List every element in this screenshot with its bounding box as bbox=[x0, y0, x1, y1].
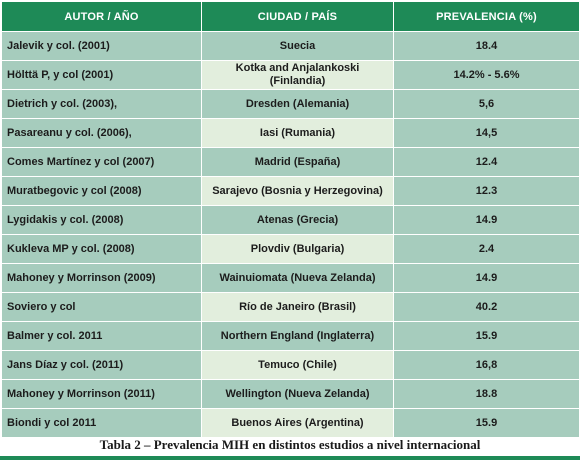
table-row: Mahoney y Morrinson (2009) Wainuiomata (N… bbox=[1, 263, 580, 293]
bottom-accent-bar bbox=[0, 456, 580, 460]
header-city: CIUDAD / PAÍS bbox=[201, 1, 394, 32]
prevalence-cell: 15.9 bbox=[393, 408, 580, 438]
city-cell: Northern England (Inglaterra) bbox=[201, 321, 394, 351]
table-row: Balmer y col. 2011 Northern England (Ingl… bbox=[1, 321, 580, 351]
prevalence-cell: 14.9 bbox=[393, 205, 580, 235]
header-prevalence: PREVALENCIA (%) bbox=[393, 1, 580, 32]
author-cell: Kukleva MP y col. (2008) bbox=[1, 234, 202, 264]
table-row: Dietrich y col. (2003), Dresden (Alemania… bbox=[1, 89, 580, 119]
prevalence-cell: 18.4 bbox=[393, 31, 580, 61]
city-cell: Sarajevo (Bosnia y Herzegovina) bbox=[201, 176, 394, 206]
prevalence-cell: 14.9 bbox=[393, 263, 580, 293]
author-cell: Muratbegovic y col (2008) bbox=[1, 176, 202, 206]
author-cell: Mahoney y Morrinson (2009) bbox=[1, 263, 202, 293]
city-cell: Iasi (Rumania) bbox=[201, 118, 394, 148]
city-cell: Dresden (Alemania) bbox=[201, 89, 394, 119]
prevalence-cell: 2.4 bbox=[393, 234, 580, 264]
prevalence-cell: 14,5 bbox=[393, 118, 580, 148]
author-cell: Comes Martínez y col (2007) bbox=[1, 147, 202, 177]
city-cell: Temuco (Chile) bbox=[201, 350, 394, 380]
header-row: AUTOR / AÑO CIUDAD / PAÍS PREVALENCIA (%… bbox=[1, 1, 580, 32]
author-cell: Jans Díaz y col. (2011) bbox=[1, 350, 202, 380]
prevalence-table: AUTOR / AÑO CIUDAD / PAÍS PREVALENCIA (%… bbox=[1, 1, 580, 438]
author-cell: Balmer y col. 2011 bbox=[1, 321, 202, 351]
table-row: Hölttä P, y col (2001) Kotka and Anjalank… bbox=[1, 60, 580, 90]
author-cell: Mahoney y Morrinson (2011) bbox=[1, 379, 202, 409]
city-cell: Kotka and Anjalankoski (Finlandia) bbox=[201, 60, 394, 90]
author-cell: Jalevik y col. (2001) bbox=[1, 31, 202, 61]
city-cell: Atenas (Grecia) bbox=[201, 205, 394, 235]
table-header: AUTOR / AÑO CIUDAD / PAÍS PREVALENCIA (%… bbox=[1, 1, 580, 32]
header-author: AUTOR / AÑO bbox=[1, 1, 202, 32]
city-cell: Suecia bbox=[201, 31, 394, 61]
city-cell: Wellington (Nueva Zelanda) bbox=[201, 379, 394, 409]
author-cell: Pasareanu y col. (2006), bbox=[1, 118, 202, 148]
city-cell: Wainuiomata (Nueva Zelanda) bbox=[201, 263, 394, 293]
table-row: Comes Martínez y col (2007) Madrid (Españ… bbox=[1, 147, 580, 177]
table-row: Soviero y col Río de Janeiro (Brasil) 40.2 bbox=[1, 292, 580, 322]
table-row: Kukleva MP y col. (2008) Plovdiv (Bulgari… bbox=[1, 234, 580, 264]
prevalence-cell: 5,6 bbox=[393, 89, 580, 119]
prevalence-cell: 40.2 bbox=[393, 292, 580, 322]
city-cell: Madrid (España) bbox=[201, 147, 394, 177]
author-cell: Soviero y col bbox=[1, 292, 202, 322]
prevalence-cell: 18.8 bbox=[393, 379, 580, 409]
author-cell: Hölttä P, y col (2001) bbox=[1, 60, 202, 90]
prevalence-cell: 12.4 bbox=[393, 147, 580, 177]
table-body: Jalevik y col. (2001) Suecia 18.4 Hölttä P,… bbox=[1, 31, 580, 438]
author-cell: Biondi y col 2011 bbox=[1, 408, 202, 438]
table-row: Jans Díaz y col. (2011) Temuco (Chile) 16,… bbox=[1, 350, 580, 380]
author-cell: Dietrich y col. (2003), bbox=[1, 89, 202, 119]
table-row: Lygidakis y col. (2008) Atenas (Grecia) 14… bbox=[1, 205, 580, 235]
table-row: Jalevik y col. (2001) Suecia 18.4 bbox=[1, 31, 580, 61]
city-cell: Río de Janeiro (Brasil) bbox=[201, 292, 394, 322]
table-row: Pasareanu y col. (2006), Iasi (Rumania) 14… bbox=[1, 118, 580, 148]
prevalence-cell: 14.2% - 5.6% bbox=[393, 60, 580, 90]
author-cell: Lygidakis y col. (2008) bbox=[1, 205, 202, 235]
city-cell: Buenos Aires (Argentina) bbox=[201, 408, 394, 438]
table-row: Muratbegovic y col (2008) Sarajevo (Bosni… bbox=[1, 176, 580, 206]
table-row: Mahoney y Morrinson (2011) Wellington (Nu… bbox=[1, 379, 580, 409]
city-cell: Plovdiv (Bulgaria) bbox=[201, 234, 394, 264]
table-caption: Tabla 2 – Prevalencia MIH en distintos e… bbox=[99, 437, 481, 452]
prevalence-cell: 15.9 bbox=[393, 321, 580, 351]
prevalence-cell: 16,8 bbox=[393, 350, 580, 380]
table-row: Biondi y col 2011 Buenos Aires (Argentina… bbox=[1, 408, 580, 438]
prevalence-cell: 12.3 bbox=[393, 176, 580, 206]
